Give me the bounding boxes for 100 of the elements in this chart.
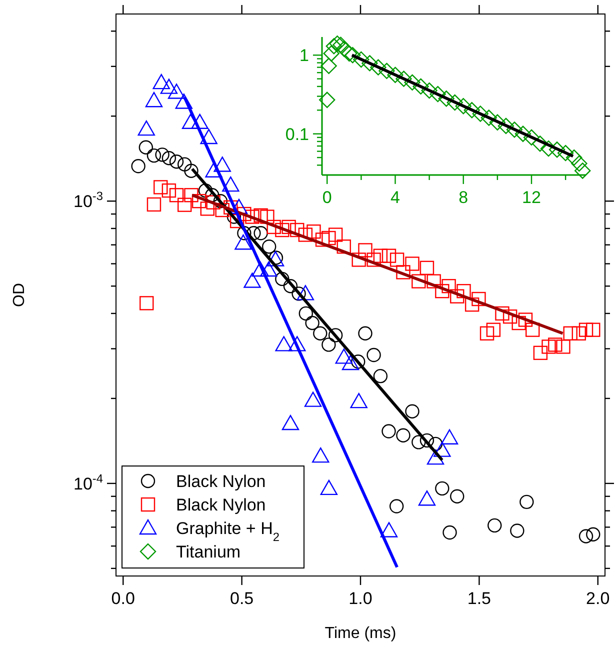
point — [426, 274, 441, 288]
point — [323, 45, 340, 62]
point — [464, 297, 480, 312]
point — [341, 45, 358, 62]
x-tick-label: 1.0 — [348, 589, 372, 608]
point — [362, 55, 378, 72]
point — [578, 529, 594, 544]
point — [358, 326, 372, 340]
point — [344, 47, 361, 64]
point — [366, 348, 381, 362]
point — [532, 136, 548, 152]
point — [288, 336, 306, 352]
point — [418, 490, 436, 506]
x-tick-label: 0.5 — [230, 589, 254, 608]
point — [252, 261, 269, 277]
point — [296, 285, 314, 300]
point — [442, 278, 456, 294]
point — [213, 194, 228, 208]
point — [373, 248, 388, 263]
point — [405, 404, 420, 418]
point — [319, 92, 336, 108]
point — [184, 188, 198, 202]
x-tick-label: 0 — [322, 188, 332, 207]
point — [366, 252, 381, 267]
point — [405, 256, 420, 271]
legend-label: Titanium — [176, 542, 241, 562]
point — [262, 240, 276, 254]
x-tick-label: 1.5 — [467, 589, 492, 608]
y-tick-label: 0.1 — [285, 124, 309, 144]
y-axis-title: OD — [11, 283, 28, 307]
point — [145, 92, 163, 108]
point — [342, 354, 360, 370]
point — [162, 183, 176, 198]
point — [572, 326, 586, 340]
point — [329, 36, 346, 52]
point — [260, 261, 278, 277]
point — [455, 98, 472, 114]
point — [438, 90, 454, 107]
point — [456, 284, 471, 298]
point — [275, 222, 290, 238]
point — [442, 525, 457, 540]
point — [540, 140, 557, 157]
point — [574, 162, 591, 179]
point — [320, 58, 337, 74]
point — [254, 226, 268, 240]
point — [548, 142, 566, 158]
point — [430, 86, 446, 102]
x-tick-label: 4 — [390, 188, 400, 207]
point — [472, 106, 488, 122]
point — [322, 338, 336, 352]
point — [351, 354, 366, 369]
point — [387, 66, 404, 84]
point — [140, 296, 154, 310]
point — [480, 110, 498, 126]
point — [512, 316, 526, 330]
point — [254, 208, 268, 222]
point — [328, 328, 343, 342]
point — [350, 392, 368, 408]
point — [152, 74, 170, 90]
point — [548, 338, 562, 352]
point — [396, 428, 410, 442]
point — [282, 414, 300, 430]
point — [380, 522, 398, 538]
point — [520, 494, 534, 510]
point — [412, 435, 426, 450]
point — [138, 140, 154, 154]
point — [396, 70, 412, 87]
y-tick-label: 10$^{-3}$ — [74, 189, 104, 212]
point — [571, 155, 588, 172]
point — [138, 120, 155, 136]
point — [450, 489, 464, 504]
point — [290, 222, 304, 238]
legend-label: Black Nylon — [176, 472, 266, 491]
point — [506, 122, 523, 138]
point — [146, 148, 162, 163]
point — [514, 126, 532, 142]
point — [464, 102, 480, 118]
point — [131, 159, 146, 174]
point — [168, 84, 186, 99]
point — [472, 292, 486, 306]
point — [563, 326, 578, 340]
point — [205, 188, 220, 202]
point — [557, 144, 574, 162]
point — [266, 220, 281, 234]
point — [260, 210, 274, 224]
point — [370, 59, 386, 76]
point — [244, 272, 261, 288]
point — [378, 62, 395, 80]
point — [178, 198, 192, 212]
point — [420, 260, 434, 275]
point — [435, 481, 450, 496]
point — [495, 306, 510, 321]
point — [335, 348, 352, 364]
point — [234, 234, 252, 250]
point — [332, 36, 349, 53]
point — [336, 40, 352, 58]
point — [315, 232, 330, 247]
point — [523, 129, 540, 146]
point — [353, 51, 370, 68]
point — [304, 392, 322, 407]
